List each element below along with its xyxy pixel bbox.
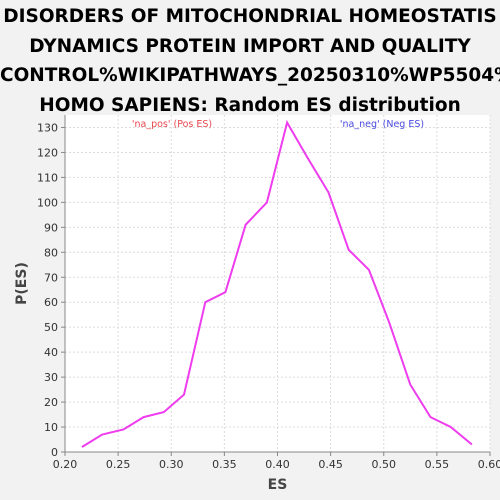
grid-lines	[64, 115, 491, 453]
chart-title-line-4: HOMO SAPIENS: Random ES distribution	[39, 94, 461, 116]
y-axis-label: P(ES)	[14, 262, 30, 305]
x-tick-label: 0.55	[425, 458, 450, 471]
y-tick-label: 100	[37, 196, 58, 209]
y-tick-label: 80	[44, 246, 58, 259]
x-tick-label: 0.60	[478, 458, 500, 471]
series-group	[81, 119, 473, 448]
x-tick-label: 0.40	[265, 458, 290, 471]
y-tick-label: 50	[44, 321, 58, 334]
chart-title: DISORDERS OF MITOCHONDRIAL HOMEOSTATIS D…	[0, 2, 500, 120]
es-distribution-line	[81, 119, 473, 448]
y-tick-label: 90	[44, 221, 58, 234]
pos-es-annotation: 'na_pos' (Pos ES)	[132, 119, 212, 130]
axes	[61, 115, 491, 456]
x-tick-label: 0.20	[53, 458, 78, 471]
y-tick-label: 30	[44, 371, 58, 384]
chart-title-line-3: CONTROL%WIKIPATHWAYS_20250310%WP5504%	[0, 65, 500, 86]
y-tick-label: 10	[44, 421, 58, 434]
y-tick-label: 40	[44, 346, 58, 359]
chart-title-line-1: DISORDERS OF MITOCHONDRIAL HOMEOSTATIS	[3, 6, 497, 27]
y-tick-label: 60	[44, 296, 58, 309]
x-tick-label: 0.35	[212, 458, 237, 471]
tick-labels: 0 10 20 30 40 50 60 70 80 90 100 110 120 130 0.20 0.25 0…	[37, 121, 500, 471]
neg-es-annotation: 'na_neg' (Neg ES)	[340, 119, 424, 130]
x-tick-label: 0.30	[159, 458, 184, 471]
y-tick-label: 70	[44, 271, 58, 284]
x-tick-label: 0.45	[318, 458, 343, 471]
y-tick-label: 0	[51, 446, 58, 459]
x-tick-label: 0.50	[372, 458, 397, 471]
y-tick-label: 20	[44, 396, 58, 409]
y-tick-label: 130	[37, 121, 58, 134]
y-tick-label: 110	[37, 171, 58, 184]
x-axis-label: ES	[268, 477, 288, 493]
chart-title-line-2: DYNAMICS PROTEIN IMPORT AND QUALITY	[29, 35, 471, 57]
y-tick-label: 120	[37, 146, 58, 159]
x-tick-label: 0.25	[106, 458, 131, 471]
